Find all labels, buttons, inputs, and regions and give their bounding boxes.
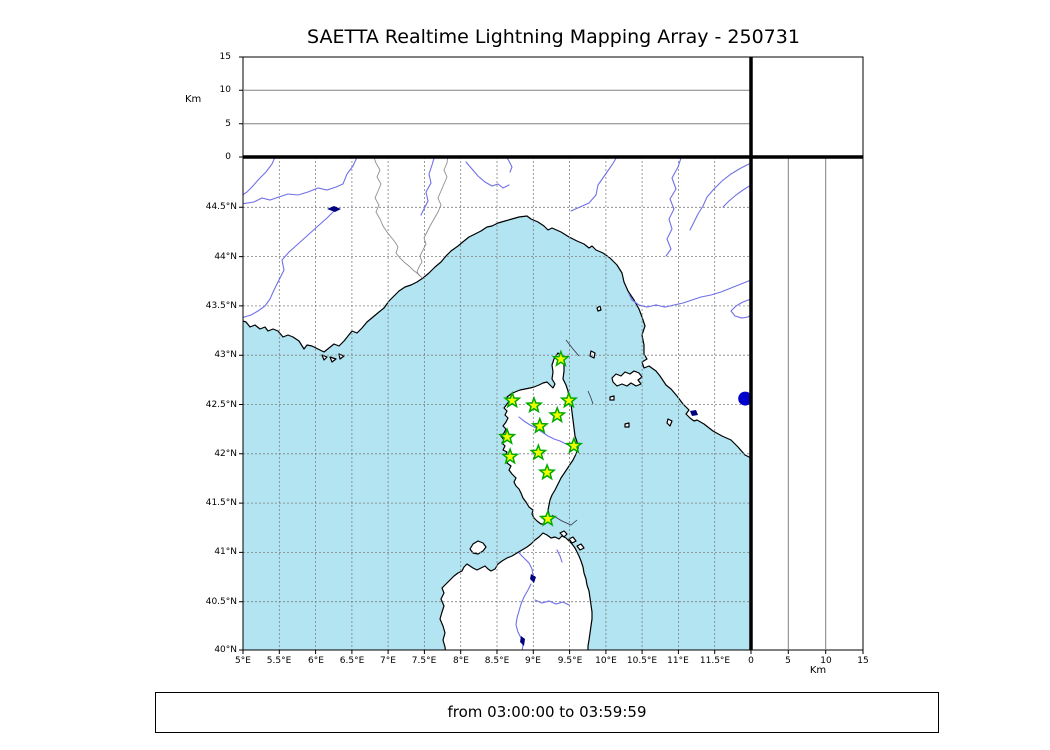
alt-axis-label-left: Km (185, 94, 202, 105)
alt-tick-label: 10 (219, 85, 231, 95)
lat-tick-label: 42°N (214, 449, 237, 459)
station-star-marker (564, 436, 584, 454)
map-panel (243, 157, 751, 650)
maddalena-islands (559, 530, 585, 551)
panel-separators (243, 57, 863, 650)
lon-tick-label: 9°E (525, 656, 541, 666)
altitude-vs-longitude-panel (243, 57, 751, 157)
lake-sardinia-south (520, 636, 525, 646)
lon-tick-label: 7.5°E (411, 656, 437, 666)
lon-tick-label: 5.5°E (266, 656, 292, 666)
lon-tick-label: 9.5°E (557, 656, 583, 666)
lon-tick-label: 6.5°E (339, 656, 365, 666)
lon-tick-label: 10.5°E (626, 656, 658, 666)
station-star-marker (538, 509, 557, 527)
lat-tick-label: 41.5°N (205, 498, 237, 508)
time-window-text: from 03:00:00 to 03:59:59 (447, 703, 647, 721)
sardinia-island (439, 532, 593, 650)
pianosa-island (609, 395, 615, 401)
asinara-island (469, 540, 487, 555)
lon-tick-label: 10°E (595, 656, 617, 666)
lat-tick-label: 41°N (214, 547, 237, 557)
rivers (243, 157, 751, 650)
station-star-marker (537, 462, 557, 481)
lat-tick-label: 43.5°N (205, 301, 237, 311)
lakes (327, 206, 698, 646)
lon-tick-label: 11.5°E (699, 656, 731, 666)
lightning-data-layer (498, 349, 751, 527)
continent-coastline (243, 157, 751, 459)
map-graticule (243, 157, 751, 650)
station-star-marker (530, 416, 549, 434)
alt-tick-label: 0 (225, 152, 231, 162)
lon-tick-label: 8.5°E (484, 656, 510, 666)
axis-ticks (239, 56, 864, 654)
land-masses (243, 157, 751, 650)
lat-tick-label: 44°N (214, 252, 237, 262)
station-star-marker (500, 447, 520, 465)
alt-tick-label: 15 (219, 52, 231, 62)
station-star-marker (551, 349, 570, 367)
alt-tick-label: 10 (820, 656, 832, 666)
orbetello-lagoon (690, 410, 698, 416)
lat-tick-label: 40°N (214, 645, 237, 655)
altitude-vs-latitude-panel (751, 157, 863, 650)
lon-tick-label: 7°E (380, 656, 396, 666)
lat-tick-label: 43°N (214, 350, 237, 360)
montecristo-island (624, 422, 630, 428)
station-star-marker (503, 390, 522, 409)
station-star-marker (559, 390, 579, 409)
capraia-island (589, 350, 596, 359)
station-star-marker (529, 443, 548, 461)
gorgona-island (596, 305, 602, 312)
lat-tick-label: 42.5°N (205, 400, 237, 410)
strait-lines (551, 339, 594, 526)
alt-tick-label: 15 (857, 656, 869, 666)
lake-coghinas (530, 574, 536, 583)
alt-tick-label: 5 (225, 119, 231, 129)
alt-tick-label: 0 (748, 656, 754, 666)
lon-tick-label: 5°E (235, 656, 251, 666)
corner-panel (751, 57, 863, 157)
lon-tick-label: 11°E (667, 656, 689, 666)
country-borders (373, 157, 449, 279)
lake-serre-poncon (327, 206, 341, 212)
lat-tick-label: 40.5°N (205, 597, 237, 607)
lon-tick-label: 6°E (308, 656, 324, 666)
elba-island (611, 370, 643, 387)
giglio-island (666, 418, 673, 427)
station-star-marker (524, 395, 544, 414)
lat-tick-label: 44.5°N (205, 202, 237, 212)
hyeres-islands (321, 353, 345, 363)
figure-title: SAETTA Realtime Lightning Mapping Array … (307, 26, 800, 48)
alt-axis-label-bottom: Km (809, 665, 827, 676)
alt-tick-label: 5 (785, 656, 791, 666)
lightning-source-dot (738, 391, 751, 406)
station-star-marker (498, 427, 517, 445)
lon-tick-label: 8°E (453, 656, 469, 666)
time-window-box: from 03:00:00 to 03:59:59 (155, 692, 939, 733)
station-star-marker (548, 405, 567, 424)
